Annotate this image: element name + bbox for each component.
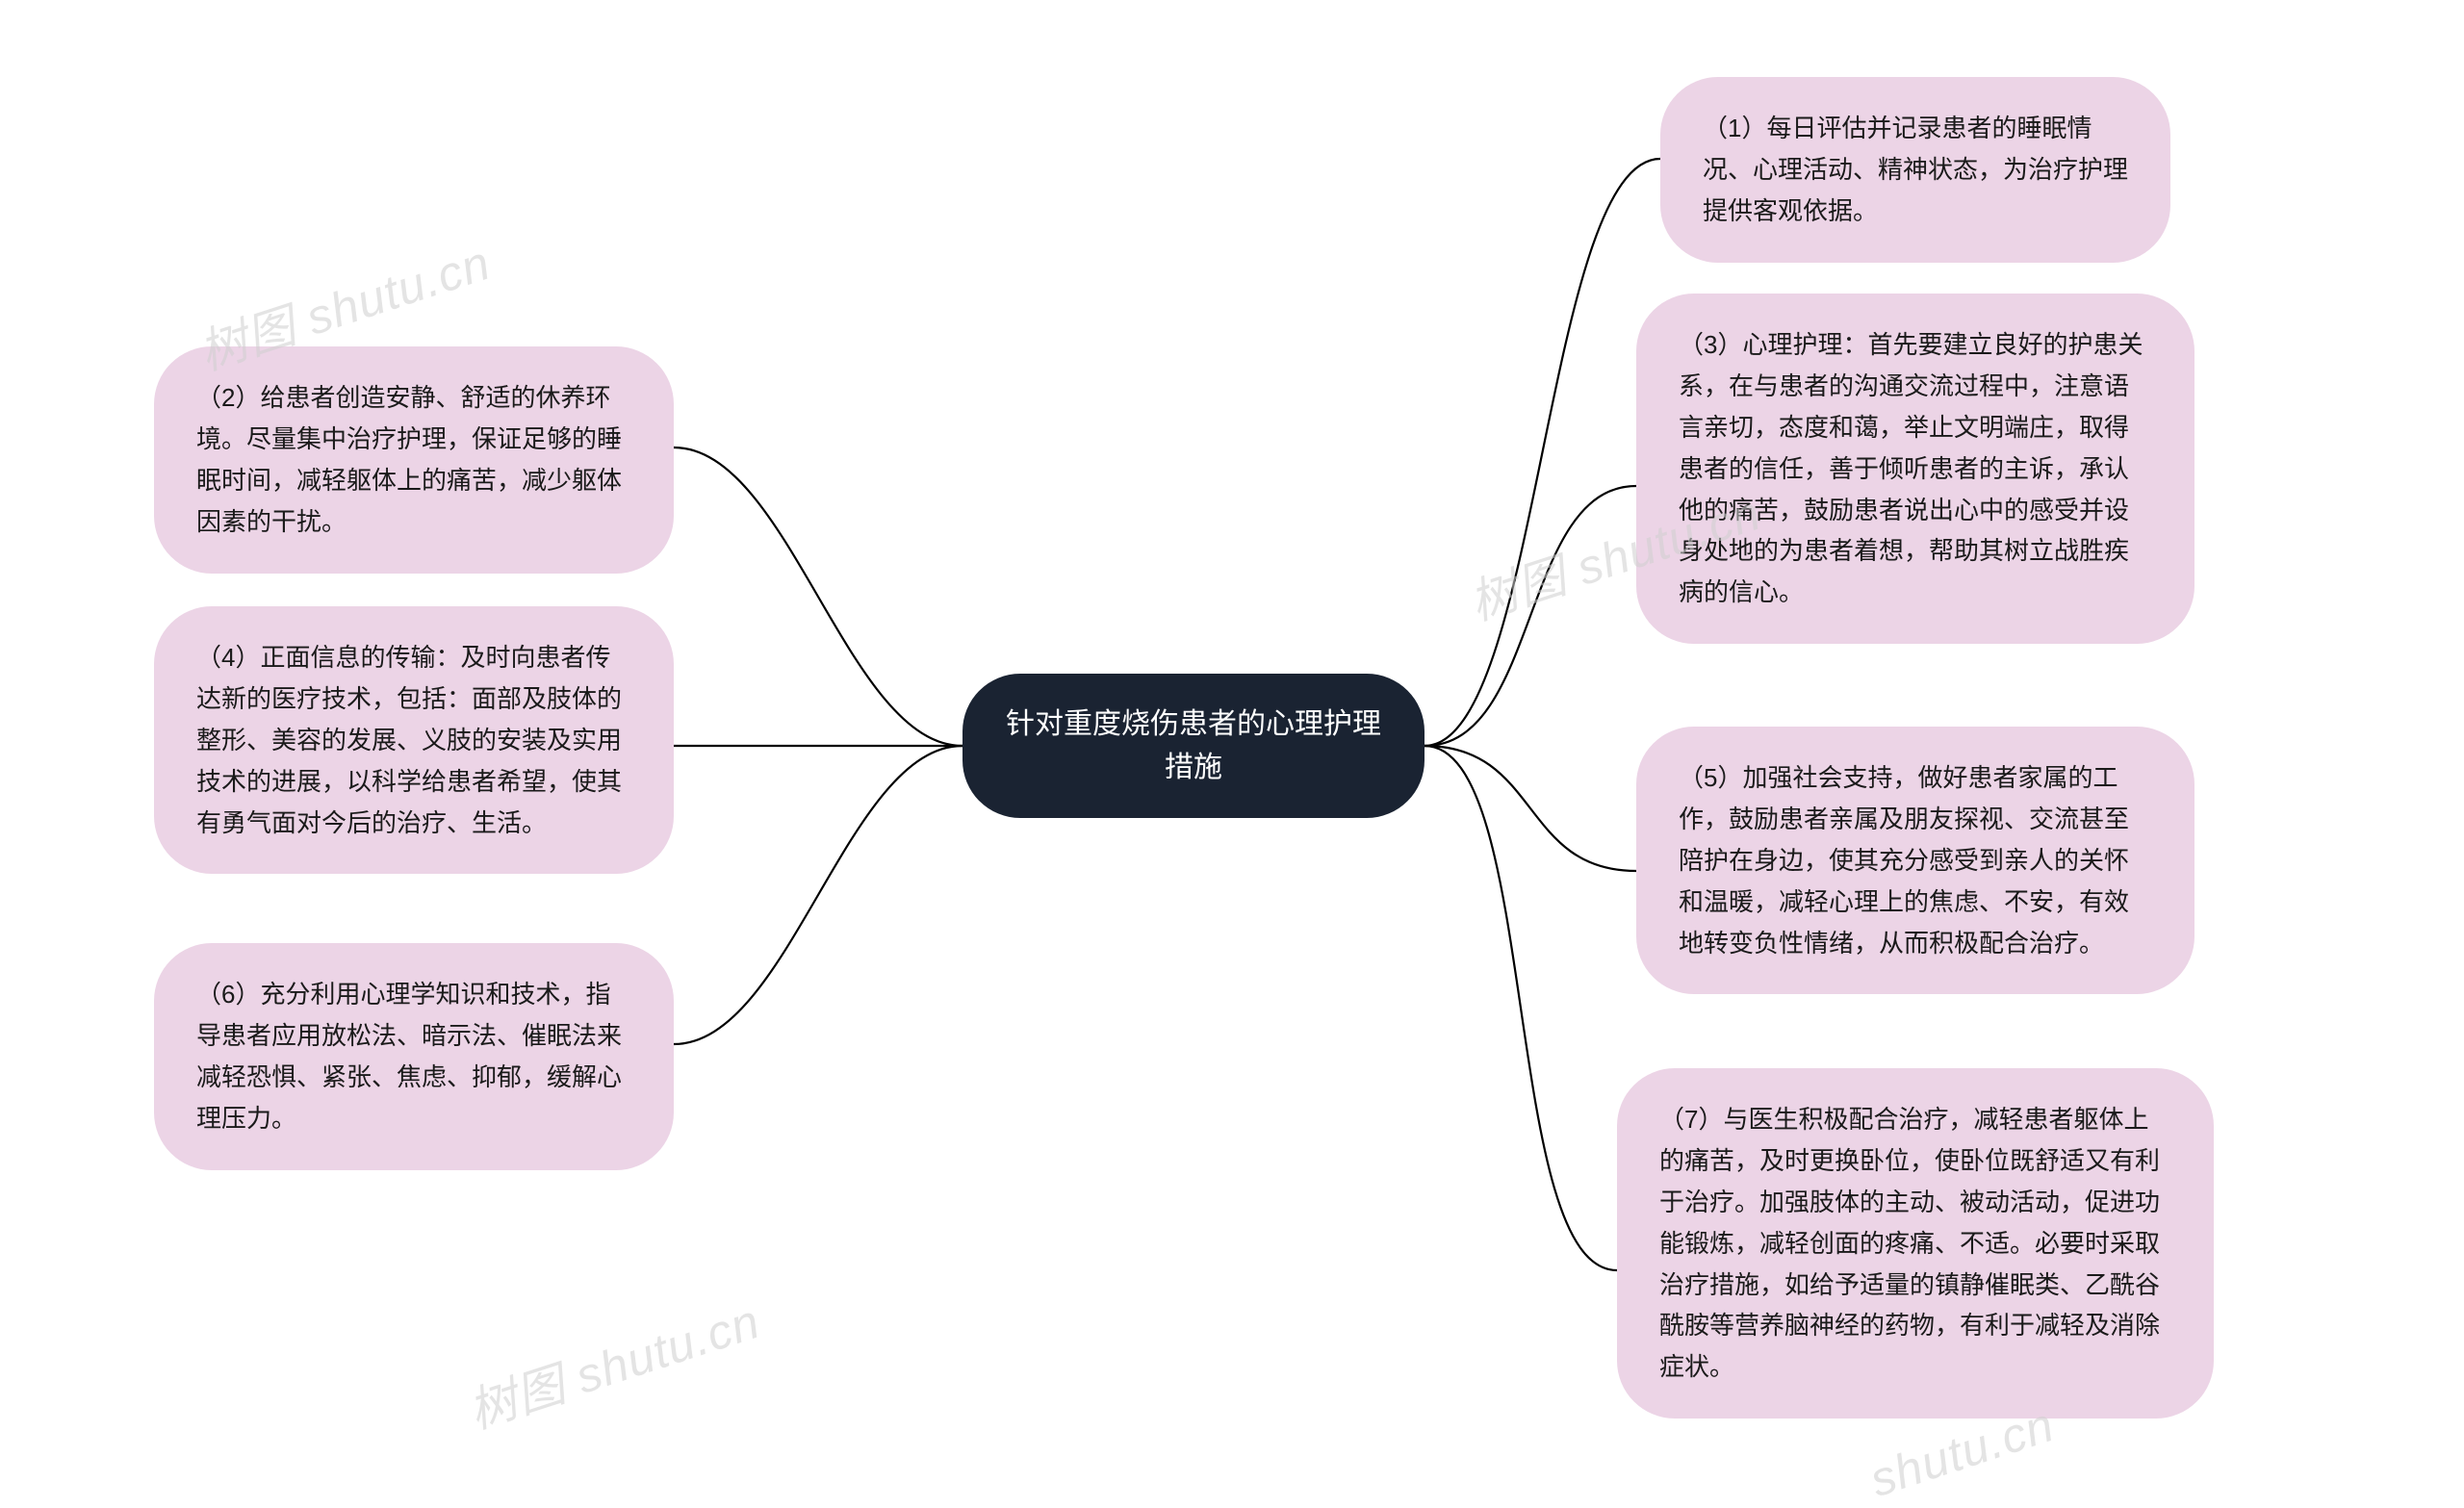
mindmap-canvas: 针对重度烧伤患者的心理护理措施 （1）每日评估并记录患者的睡眠情况、心理活动、精神… [0, 0, 2464, 1493]
center-node: 针对重度烧伤患者的心理护理措施 [962, 674, 1424, 818]
connector-n3 [1424, 486, 1636, 746]
leaf-node-n4: （4）正面信息的传输：及时向患者传达新的医疗技术，包括：面部及肢体的整形、美容的… [154, 606, 674, 874]
connector-n2 [674, 447, 962, 746]
leaf-node-n7: （7）与医生积极配合治疗，减轻患者躯体上的痛苦，及时更换卧位，使卧位既舒适又有利… [1617, 1068, 2214, 1419]
leaf-node-n5: （5）加强社会支持，做好患者家属的工作，鼓励患者亲属及朋友探视、交流甚至陪护在身… [1636, 727, 2194, 994]
connector-n7 [1424, 746, 1617, 1270]
connector-n6 [674, 746, 962, 1044]
leaf-node-n3: （3）心理护理：首先要建立良好的护患关系，在与患者的沟通交流过程中，注意语言亲切… [1636, 294, 2194, 644]
connector-n5 [1424, 746, 1636, 871]
watermark-2: 树图 shutu.cn [459, 1283, 768, 1442]
leaf-node-n6: （6）充分利用心理学知识和技术，指导患者应用放松法、暗示法、催眠法来减轻恐惧、紧… [154, 943, 674, 1170]
connector-n1 [1424, 159, 1660, 746]
leaf-node-n2: （2）给患者创造安静、舒适的休养环境。尽量集中治疗护理，保证足够的睡眠时间，减轻… [154, 346, 674, 574]
leaf-node-n1: （1）每日评估并记录患者的睡眠情况、心理活动、精神状态，为治疗护理提供客观依据。 [1660, 77, 2170, 263]
